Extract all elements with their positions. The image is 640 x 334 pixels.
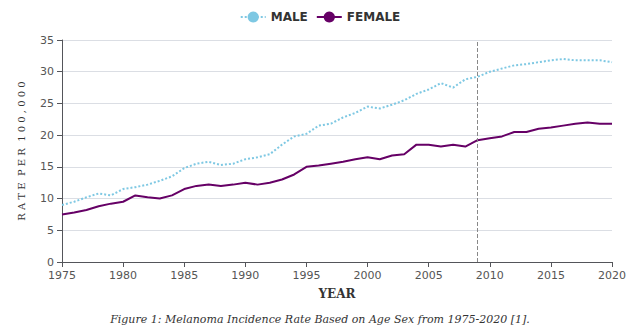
svg-text:1990: 1990	[231, 269, 259, 282]
svg-text:20: 20	[40, 129, 54, 142]
svg-text:Figure 1: Melanoma Incidence R: Figure 1: Melanoma Incidence Rate Based …	[109, 313, 530, 326]
svg-text:1980: 1980	[109, 269, 137, 282]
svg-text:2015: 2015	[537, 269, 565, 282]
svg-text:10: 10	[40, 192, 54, 205]
svg-text:MALE: MALE	[271, 10, 308, 24]
svg-text:25: 25	[40, 97, 54, 110]
svg-text:2010: 2010	[476, 269, 504, 282]
svg-text:2000: 2000	[354, 269, 382, 282]
svg-text:5: 5	[47, 224, 54, 237]
svg-text:1985: 1985	[170, 269, 198, 282]
svg-text:35: 35	[40, 34, 54, 47]
svg-text:FEMALE: FEMALE	[347, 10, 400, 24]
svg-text:2005: 2005	[415, 269, 443, 282]
svg-text:15: 15	[40, 160, 54, 173]
svg-text:30: 30	[40, 65, 54, 78]
svg-text:R A T E P E R 1 0 0 , 0 0 0: R A T E P E R 1 0 0 , 0 0 0	[16, 81, 27, 220]
svg-text:1975: 1975	[48, 269, 76, 282]
svg-text:2020: 2020	[598, 269, 626, 282]
svg-text:0: 0	[47, 256, 54, 269]
svg-text:YEAR: YEAR	[318, 287, 357, 301]
svg-text:1995: 1995	[292, 269, 320, 282]
